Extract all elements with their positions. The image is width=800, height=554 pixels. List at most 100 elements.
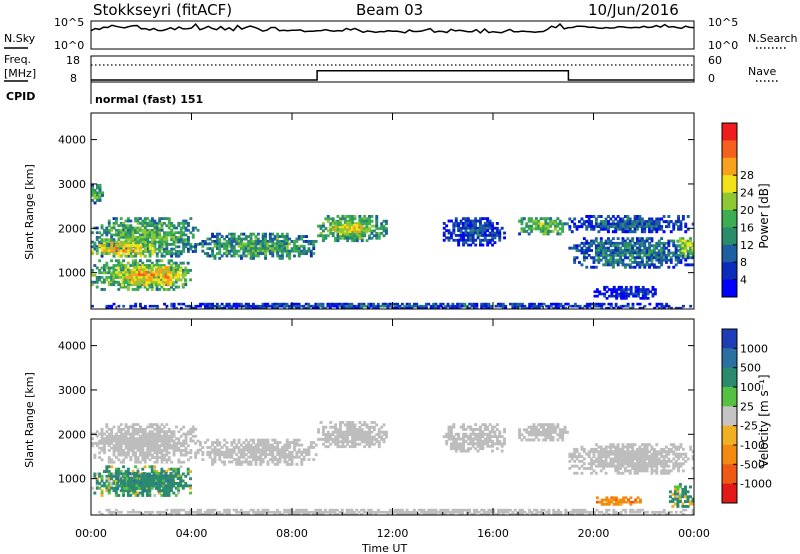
range-gate-cell [176, 278, 180, 282]
range-gate-cell [110, 432, 114, 436]
range-gate-cell [220, 244, 224, 248]
range-gate-cell [110, 458, 114, 462]
range-gate-cell [604, 239, 608, 243]
range-gate-cell [290, 450, 294, 454]
range-gate-cell [633, 227, 637, 231]
range-gate-cell [532, 222, 536, 226]
range-gate-cell [677, 220, 680, 224]
range-gate-cell [288, 252, 292, 255]
range-gate-cell [189, 437, 193, 441]
range-gate-cell [645, 246, 649, 250]
range-gate-cell [184, 219, 188, 223]
range-gate-cell [558, 222, 562, 226]
range-gate-cell [232, 304, 236, 308]
range-gate-cell [107, 246, 111, 250]
range-gate-cell [297, 254, 301, 258]
range-gate-cell [612, 288, 616, 291]
scatter-region-3 [199, 438, 318, 466]
range-gate-cell [336, 442, 340, 446]
range-gate-cell [124, 434, 128, 438]
range-gate-cell [551, 428, 555, 432]
range-gate-cell [184, 226, 188, 230]
range-gate-cell [681, 252, 685, 256]
range-gate-cell [139, 442, 142, 445]
range-gate-cell [129, 432, 133, 436]
range-gate-cell [167, 233, 171, 237]
range-gate-cell [122, 251, 126, 255]
range-gate-cell [138, 266, 141, 269]
range-gate-cell [643, 251, 647, 255]
range-gate-cell [170, 238, 174, 242]
range-gate-cell [445, 229, 449, 233]
range-gate-cell [353, 440, 357, 444]
range-gate-cell [534, 222, 538, 226]
range-gate-cell [681, 239, 685, 243]
range-gate-cell [479, 234, 482, 237]
range-gate-cell [240, 240, 243, 243]
range-gate-cell [230, 460, 234, 464]
range-gate-cell [316, 304, 320, 308]
range-gate-cell [184, 451, 188, 455]
range-gate-cell [295, 441, 299, 444]
range-gate-cell [339, 423, 342, 427]
range-gate-cell [98, 442, 102, 445]
range-gate-cell [164, 472, 168, 475]
range-gate-cell [616, 261, 620, 264]
range-gate-cell [631, 265, 635, 269]
range-gate-cell [341, 421, 345, 424]
range-gate-cell [611, 459, 615, 463]
range-gate-cell [599, 246, 603, 250]
range-gate-cell [637, 294, 640, 298]
range-gate-cell [172, 472, 176, 476]
range-gate-cell [594, 217, 598, 221]
range-gate-cell [537, 438, 541, 442]
range-gate-cell [107, 442, 111, 445]
range-gate-cell [602, 244, 606, 248]
range-gate-cell [377, 428, 381, 432]
range-gate-cell [96, 196, 99, 200]
range-gate-cell [129, 249, 133, 253]
range-gate-cell [110, 477, 113, 481]
range-gate-cell [174, 278, 178, 282]
range-gate-cell [436, 306, 440, 310]
range-gate-cell [135, 273, 139, 277]
range-gate-cell [151, 430, 154, 434]
range-gate-cell [172, 268, 176, 272]
range-gate-cell [148, 233, 152, 237]
range-gate-cell [117, 304, 121, 308]
range-gate-cell [527, 232, 531, 236]
range-gate-cell [116, 477, 119, 480]
range-gate-cell [119, 489, 123, 493]
range-gate-cell [127, 236, 130, 239]
range-gate-cell [122, 221, 126, 225]
range-gate-cell [530, 219, 533, 223]
range-gate-cell [462, 222, 465, 225]
range-gate-cell [375, 433, 379, 436]
range-gate-cell [182, 425, 186, 429]
range-gate-cell [119, 268, 123, 272]
range-gate-cell [153, 231, 157, 235]
range-gate-cell [254, 460, 258, 464]
range-gate-cell [225, 254, 229, 258]
range-gate-cell [474, 428, 478, 431]
range-gate-cell [554, 304, 558, 308]
range-gate-cell [150, 271, 153, 274]
range-gate-cell [244, 302, 248, 306]
range-gate-cell [136, 268, 140, 272]
range-gate-cell [309, 254, 313, 258]
range-gate-cell [127, 444, 130, 448]
range-gate-cell [597, 241, 601, 245]
range-gate-cell [594, 225, 598, 229]
range-gate-cell [285, 455, 289, 459]
range-gate-cell [459, 234, 463, 237]
range-gate-cell [153, 221, 157, 225]
range-gate-cell [382, 227, 386, 230]
range-gate-cell [648, 263, 651, 267]
range-gate-cell [175, 254, 178, 258]
range-gate-cell [283, 304, 287, 308]
range-gate-cell [597, 251, 601, 255]
range-gate-cell [127, 238, 130, 242]
range-gate-cell [110, 249, 114, 253]
range-gate-cell [464, 224, 468, 228]
range-gate-cell [674, 220, 678, 224]
